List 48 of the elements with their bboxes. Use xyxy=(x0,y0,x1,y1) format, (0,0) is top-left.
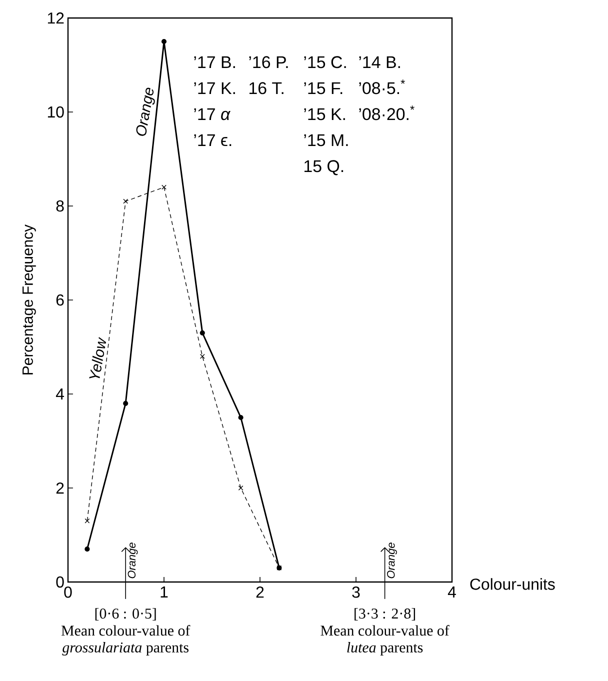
annotation: ’17 α xyxy=(194,108,231,120)
y-tick-label: 6 xyxy=(56,294,64,306)
annotation: ’08·20.$^{*}$ xyxy=(359,106,414,120)
text: [0·6 : 0·5] xyxy=(95,608,156,620)
y-tick-label: 0 xyxy=(56,576,64,588)
text: Orange xyxy=(136,88,155,136)
point xyxy=(238,414,244,420)
annotation: ’14 B. xyxy=(359,56,400,68)
point xyxy=(161,38,167,44)
annotation: 16 T. xyxy=(250,82,284,94)
annotation: ’15 F. xyxy=(304,82,342,94)
annotation: ’15 C. xyxy=(304,56,346,68)
annotation: ’17 ϵ. xyxy=(194,134,232,146)
x-tick-label: 4 xyxy=(448,586,456,598)
annotation: ’15 M. xyxy=(304,134,348,146)
annotation: ’16 P. xyxy=(249,56,288,68)
y-axis-title: Percentage Frequency xyxy=(22,224,36,374)
y-tick-label: 12 xyxy=(48,12,64,24)
y-tick-label: 2 xyxy=(56,482,64,494)
x-tick-label: 2 xyxy=(256,586,264,598)
x-tick-label: 1 xyxy=(160,586,168,598)
annotation: ’15 K. xyxy=(304,108,345,120)
x-tick-label: 3 xyxy=(352,586,360,598)
annotation: 15 Q. xyxy=(304,160,344,176)
ref-line-label: Orange xyxy=(128,542,138,578)
annotation: ’17 K. xyxy=(194,82,235,94)
y-tick-label: 8 xyxy=(56,200,64,212)
point xyxy=(84,546,90,552)
text: Yellow xyxy=(89,337,106,378)
y-tick-label: 4 xyxy=(56,388,64,400)
text: Mean colour-value of xyxy=(320,625,450,636)
point xyxy=(238,486,244,490)
point xyxy=(200,330,205,336)
x-tick-label: 0 xyxy=(64,586,72,598)
annotation: ’17 B. xyxy=(194,56,235,68)
text: grossulariata parents xyxy=(62,642,188,656)
point xyxy=(123,198,128,204)
x-axis-title: Colour-units xyxy=(470,578,555,590)
point xyxy=(200,354,205,359)
text: [3·3 : 2·8] xyxy=(354,608,416,620)
text: lutea parents xyxy=(347,642,423,656)
point xyxy=(162,184,166,190)
point xyxy=(123,400,128,406)
text: Mean colour-value of xyxy=(61,625,190,636)
ref-line-label: Orange xyxy=(387,542,397,578)
annotation: ’08·5.$^{*}$ xyxy=(359,80,406,94)
point xyxy=(84,518,90,524)
y-tick-label: 10 xyxy=(48,106,64,118)
